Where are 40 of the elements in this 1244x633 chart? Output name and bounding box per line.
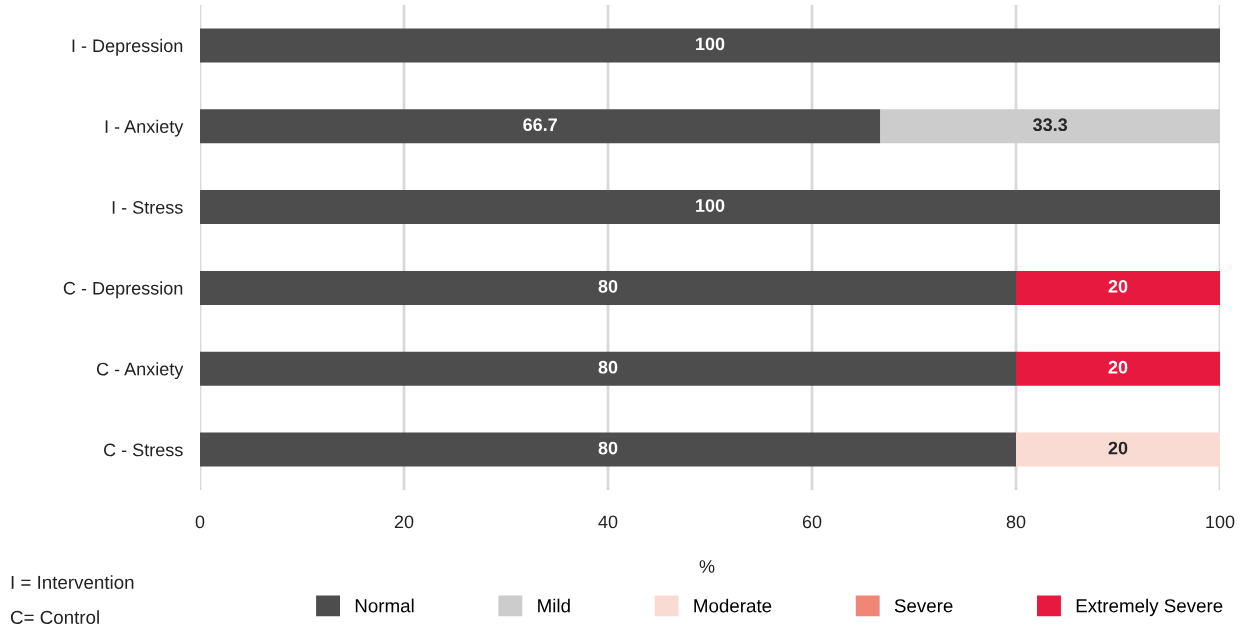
data-label: 66.7 [523, 118, 557, 132]
legend-label: Normal [355, 598, 414, 613]
data-label: 20 [1108, 360, 1128, 374]
legend-label: Extremely Severe [1076, 598, 1223, 617]
legend-label: Mild [538, 598, 570, 613]
y-tick-label: C - Depression [63, 281, 183, 299]
legend-label: Severe [894, 599, 953, 613]
data-label: 20 [1108, 441, 1128, 455]
legend-label: Moderate [694, 598, 772, 613]
y-tick-label: I - Anxiety [105, 119, 184, 137]
y-tick-label: I - Stress [112, 201, 183, 214]
bar [880, 109, 1220, 144]
bar [1016, 351, 1220, 386]
text: C= Control [10, 610, 99, 625]
x-tick-label: 40 [598, 515, 618, 529]
y-tick-label: C - Anxiety [96, 362, 184, 380]
bar [1016, 432, 1220, 467]
data-label: 100 [696, 37, 725, 51]
data-label: 80 [598, 279, 618, 293]
x-tick-label: 80 [1006, 515, 1026, 529]
x-tick-label: 0 [195, 515, 205, 529]
bar [200, 109, 881, 144]
text: I = Intervention [11, 575, 134, 590]
bar [200, 190, 1220, 225]
data-label: 80 [598, 441, 618, 455]
data-label: 20 [1108, 279, 1128, 293]
x-tick-label: 60 [802, 515, 822, 529]
y-tick-label: I - Depression [72, 38, 183, 56]
data-label: 100 [696, 199, 725, 212]
data-label: 33.3 [1033, 118, 1068, 132]
bar [200, 270, 1016, 305]
data-label: 80 [598, 360, 618, 374]
x-tick-label: 20 [394, 515, 414, 529]
x-tick-label: 100 [1206, 515, 1235, 529]
y-tick-label: C - Stress [104, 443, 183, 457]
bar [1016, 270, 1220, 305]
bar [200, 28, 1220, 63]
x-axis-title: % [699, 560, 715, 573]
bar [200, 432, 1016, 467]
bar [200, 351, 1016, 386]
